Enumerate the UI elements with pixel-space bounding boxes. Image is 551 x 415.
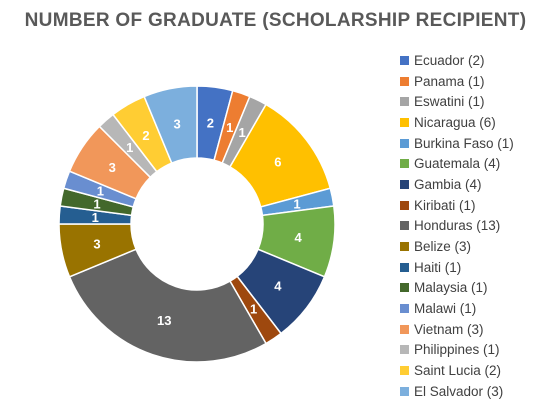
legend-item-guatemala: Guatemala (4)	[400, 153, 548, 174]
legend-label: Vietnam (3)	[414, 321, 484, 337]
data-label-panama: 1	[226, 120, 233, 135]
legend-swatch	[400, 221, 409, 231]
data-label-malaysia: 1	[93, 197, 100, 212]
chart-legend: Ecuador (2) Panama (1) Eswatini (1) Nicarag…	[400, 50, 548, 402]
legend-item-burkina-faso: Burkina Faso (1)	[400, 133, 548, 154]
legend-label: Philippines (1)	[414, 342, 500, 358]
legend-item-panama: Panama (1)	[400, 71, 548, 92]
legend-swatch	[400, 283, 409, 293]
legend-label: Burkina Faso (1)	[414, 135, 514, 151]
legend-label: Ecuador (2)	[414, 52, 485, 68]
legend-swatch	[400, 55, 409, 65]
data-label-saint-lucia: 2	[142, 128, 149, 143]
data-label-vietnam: 3	[109, 160, 116, 175]
legend-label: Belize (3)	[414, 239, 472, 255]
legend-label: Haiti (1)	[414, 259, 462, 275]
legend-swatch	[400, 159, 409, 169]
data-label-ecuador: 2	[207, 115, 214, 130]
legend-label: Malaysia (1)	[414, 280, 488, 296]
data-label-nicaragua: 6	[274, 154, 281, 169]
legend-item-malaysia: Malaysia (1)	[400, 278, 548, 299]
legend-label: Nicaragua (6)	[414, 114, 496, 130]
legend-swatch	[400, 262, 409, 272]
legend-item-gambia: Gambia (4)	[400, 174, 548, 195]
legend-item-nicaragua: Nicaragua (6)	[400, 112, 548, 133]
data-label-guatemala: 4	[295, 230, 303, 245]
legend-swatch	[400, 138, 409, 148]
data-label-philippines: 1	[126, 140, 133, 155]
legend-label: El Salvador (3)	[414, 383, 504, 399]
slice-honduras	[68, 248, 268, 363]
legend-item-haiti: Haiti (1)	[400, 257, 548, 278]
legend-swatch	[400, 345, 409, 355]
legend-label: Malawi (1)	[414, 301, 477, 317]
legend-swatch	[400, 179, 409, 189]
legend-item-ecuador: Ecuador (2)	[400, 50, 548, 71]
chart-title: NUMBER OF GRADUATE (SCHOLARSHIP RECIPIEN…	[24, 10, 527, 31]
data-label-kiribati: 1	[250, 301, 257, 316]
legend-swatch	[400, 97, 409, 107]
legend-swatch	[400, 386, 409, 396]
data-label-gambia: 4	[274, 279, 282, 294]
slice-el-salvador	[143, 85, 198, 165]
data-label-malawi: 1	[97, 184, 104, 199]
legend-swatch	[400, 76, 409, 86]
data-label-eswatini: 1	[238, 125, 245, 140]
data-label-haiti: 1	[92, 210, 99, 225]
legend-swatch	[400, 304, 409, 314]
legend-item-eswatini: Eswatini (1)	[400, 91, 548, 112]
data-label-belize: 3	[93, 236, 100, 251]
legend-item-honduras: Honduras (13)	[400, 216, 548, 237]
donut-slices	[58, 85, 336, 363]
legend-item-malawi: Malawi (1)	[400, 298, 548, 319]
legend-swatch	[400, 117, 409, 127]
legend-item-belize: Belize (3)	[400, 236, 548, 257]
data-label-burkina-faso: 1	[293, 197, 300, 212]
legend-label: Guatemala (4)	[414, 156, 501, 172]
data-label-el-salvador: 3	[173, 116, 180, 131]
legend-item-vietnam: Vietnam (3)	[400, 319, 548, 340]
legend-item-el-salvador: El Salvador (3)	[400, 381, 548, 402]
legend-item-kiribati: Kiribati (1)	[400, 195, 548, 216]
legend-label: Kiribati (1)	[414, 197, 476, 213]
legend-item-saint-lucia: Saint Lucia (2)	[400, 360, 548, 381]
legend-item-philippines: Philippines (1)	[400, 340, 548, 361]
legend-swatch	[400, 366, 409, 376]
legend-label: Eswatini (1)	[414, 94, 485, 110]
data-label-honduras: 13	[157, 313, 171, 328]
legend-label: Honduras (13)	[414, 218, 501, 234]
legend-swatch	[400, 200, 409, 210]
legend-label: Gambia (4)	[414, 176, 482, 192]
legend-swatch	[400, 324, 409, 334]
legend-label: Saint Lucia (2)	[414, 363, 502, 379]
legend-label: Panama (1)	[414, 73, 485, 89]
legend-swatch	[400, 242, 409, 252]
